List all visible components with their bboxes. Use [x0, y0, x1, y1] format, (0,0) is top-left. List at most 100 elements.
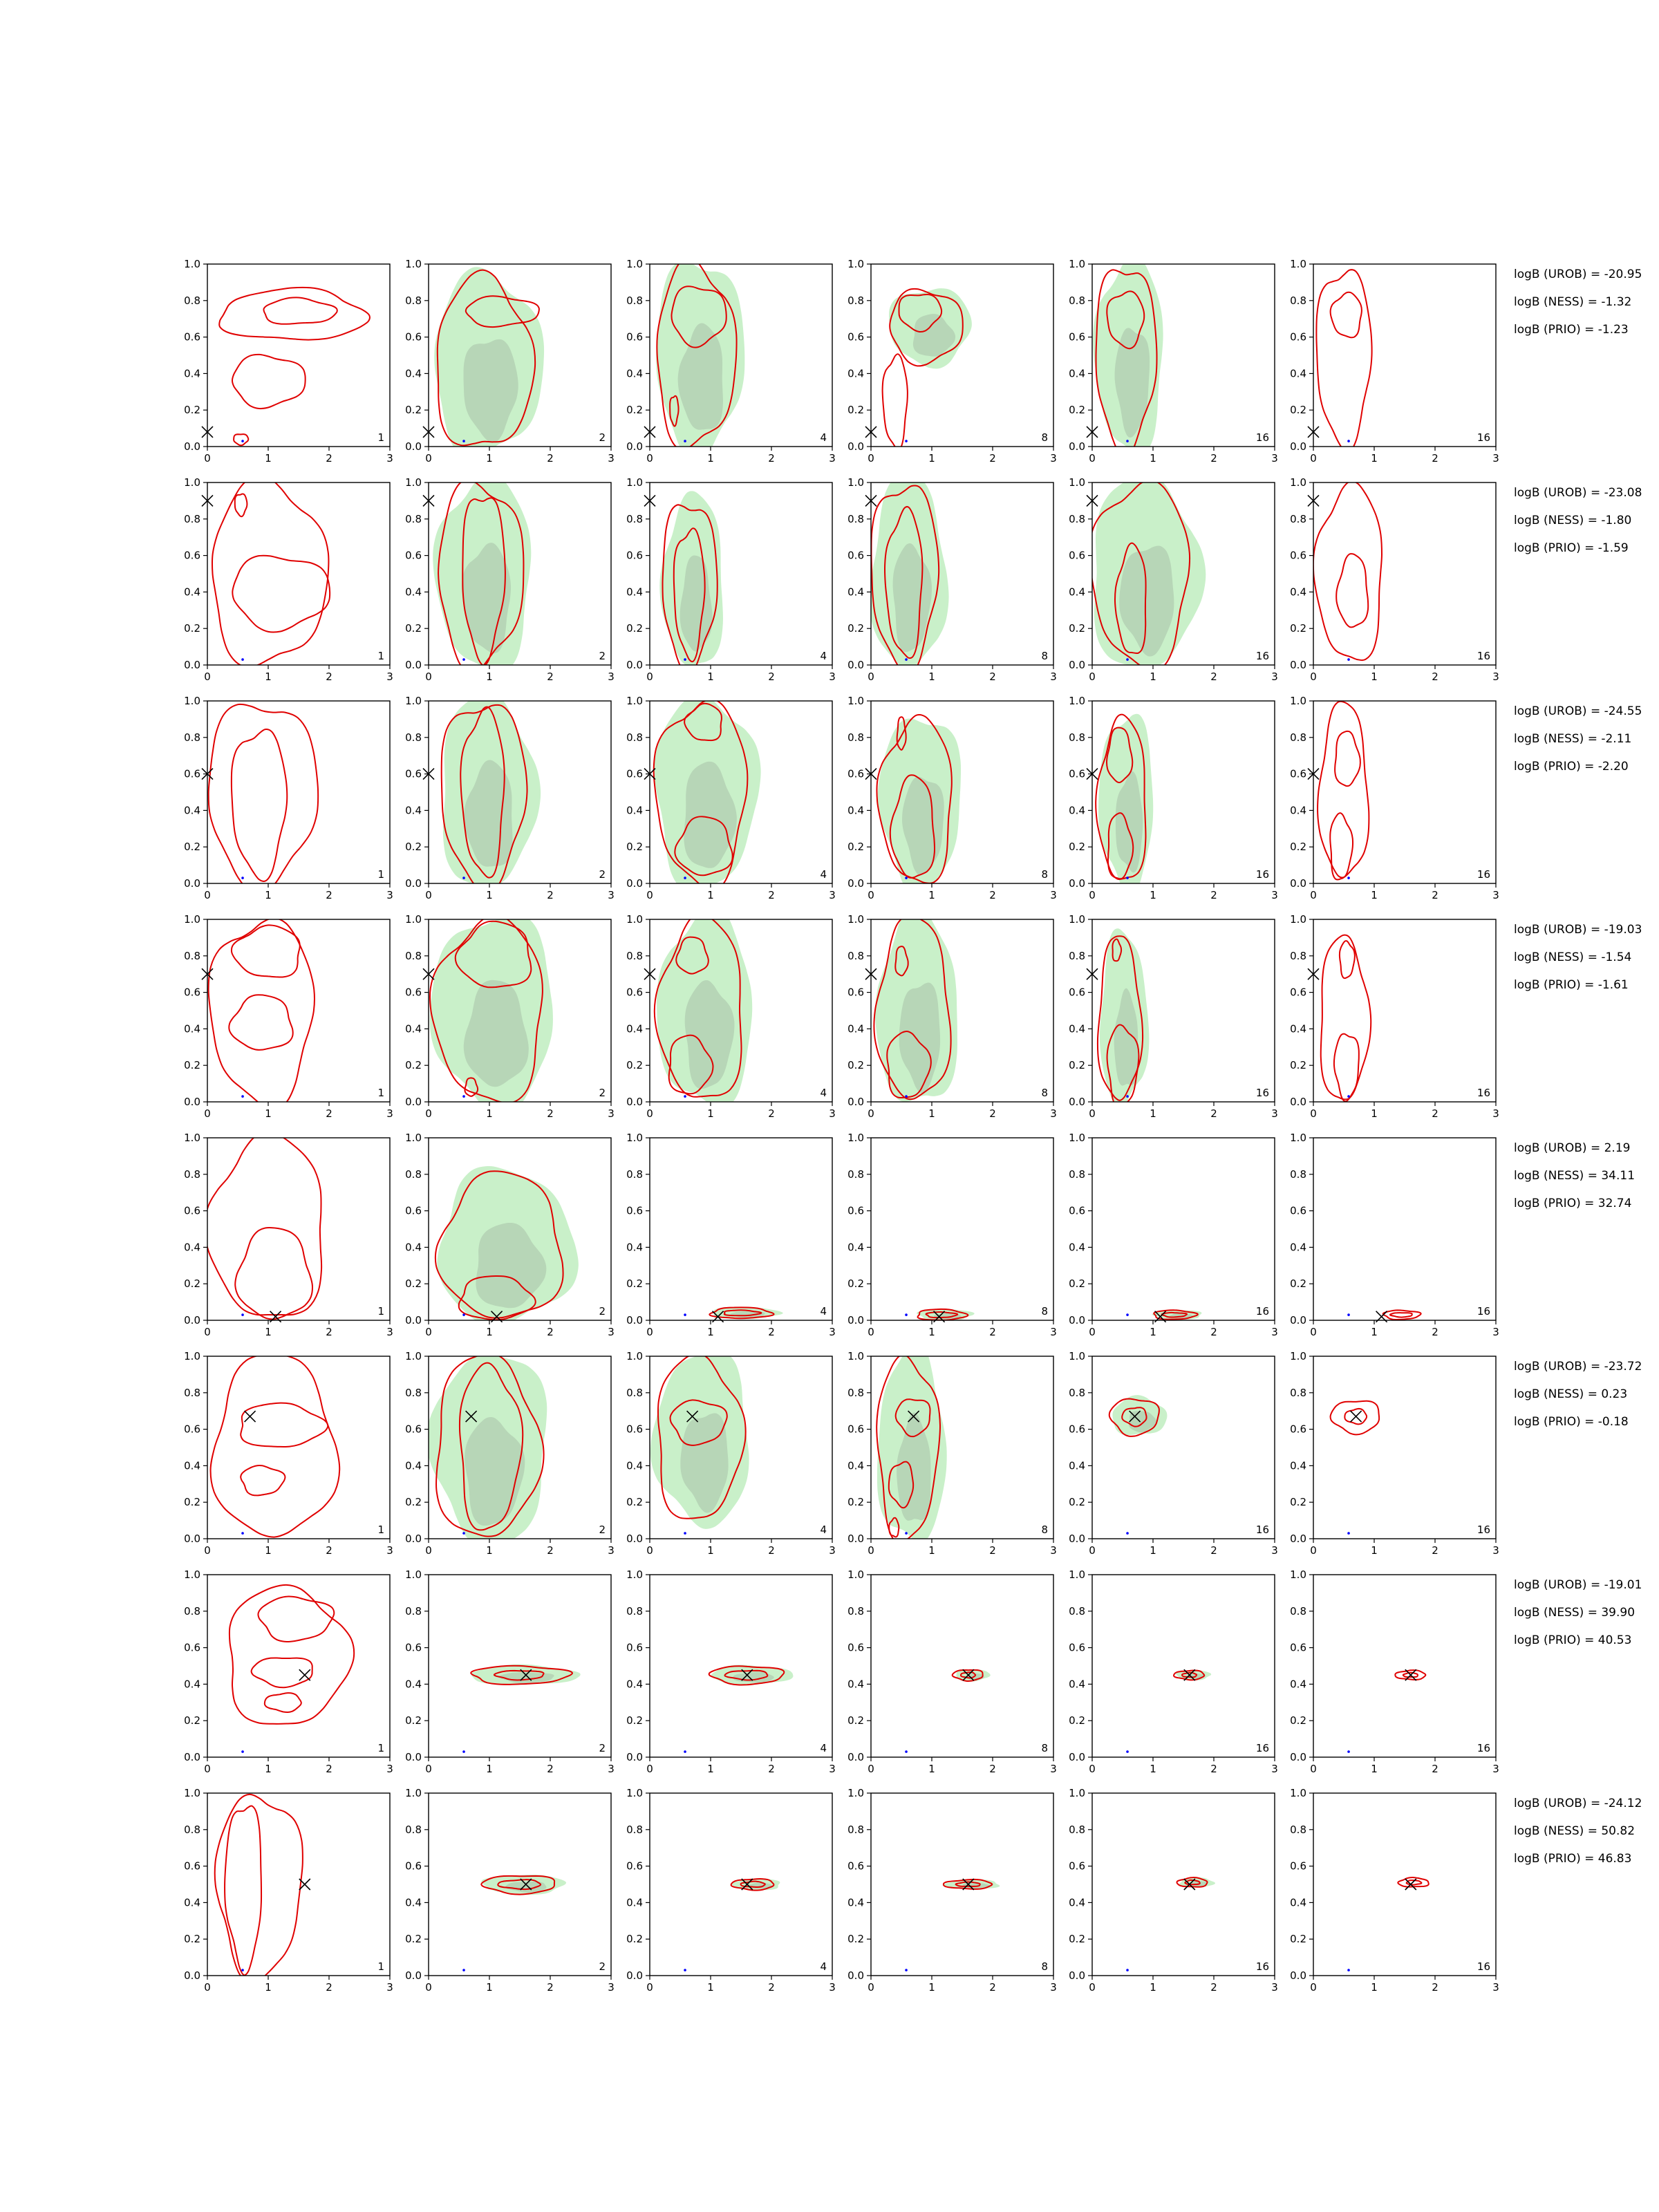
axes-frame: [1091, 482, 1275, 666]
x-tick-label: 0: [1089, 1107, 1096, 1120]
reference-dot: [1126, 1095, 1129, 1098]
x-tick-label: 1: [265, 889, 272, 901]
y-tick-label: 0.8: [184, 1824, 200, 1836]
panel-r3-c5: 0 1 2 3 0.0 0.2 0.4 0.6 0.8 1.0 16: [1069, 695, 1278, 901]
logb-annotation: logB (PRIO) = -1.23: [1514, 323, 1629, 337]
axes-frame: [428, 1137, 612, 1321]
y-tick-label: 0.0: [626, 1533, 643, 1545]
y-tick-label: 0.6: [1069, 1642, 1085, 1654]
x-tick-label: 2: [1210, 1326, 1217, 1338]
y-tick-label: 1.0: [405, 258, 422, 270]
y-tick-label: 1.0: [184, 476, 200, 489]
y-tick-label: 1.0: [405, 1132, 422, 1144]
contour-line: [1394, 1669, 1427, 1681]
logb-annotation: logB (UROB) = -24.12: [1514, 1797, 1642, 1810]
contour-line: [873, 919, 952, 1100]
y-tick-label: 0.0: [405, 659, 422, 671]
y-tick-label: 0.4: [184, 585, 200, 598]
panel-r7-c3: 0 1 2 3 0.0 0.2 0.4 0.6 0.8 1.0 4: [626, 1568, 836, 1775]
y-tick-label: 0.6: [847, 1642, 864, 1654]
y-tick-label: 1.0: [184, 258, 200, 270]
contour-line: [1105, 727, 1134, 784]
y-tick-label: 0.6: [1069, 1205, 1085, 1217]
panel-r6-c3: 0 1 2 3 0.0 0.2 0.4 0.6 0.8 1.0 4: [626, 1350, 836, 1557]
panel-plot-area: [1347, 1669, 1427, 1753]
x-tick-label: 0: [425, 1763, 432, 1775]
reference-dot: [684, 658, 686, 661]
panel-number-label: 8: [1041, 1305, 1048, 1318]
panel-r6-c6: 0 1 2 3 0.0 0.2 0.4 0.6 0.8 1.0 16: [1290, 1350, 1499, 1557]
x-tick-label: 0: [1310, 452, 1317, 465]
posterior-fill-inner: [912, 314, 956, 357]
x-tick-label: 2: [768, 1326, 775, 1338]
x-tick-label: 2: [989, 671, 996, 683]
contour-line: [1181, 1671, 1198, 1678]
reference-dot: [462, 1095, 465, 1098]
axes-frame: [428, 482, 612, 666]
x-tick-label: 2: [768, 452, 775, 465]
x-tick-label: 3: [386, 1107, 393, 1120]
x-tick-label: 0: [868, 671, 874, 683]
y-tick-label: 0.2: [1069, 1059, 1085, 1071]
reference-dot: [241, 877, 244, 879]
x-tick-label: 1: [928, 452, 935, 465]
y-tick-label: 0.8: [184, 731, 200, 744]
x-tick-label: 0: [646, 1544, 653, 1557]
panel-number-label: 8: [1041, 1524, 1048, 1536]
contour-line: [889, 774, 936, 879]
x-tick-label: 0: [425, 1107, 432, 1120]
panel-r5-c2: 0 1 2 30.00.20.40.60.81.02: [405, 1132, 615, 1338]
y-tick-label: 0.2: [1290, 1277, 1306, 1290]
x-tick-label: 0: [868, 1981, 874, 1994]
panel-plot-area: [1126, 1877, 1215, 1971]
x-tick-label: 0: [425, 452, 432, 465]
contour-line: [263, 1692, 302, 1714]
panel-number-label: 16: [1256, 1742, 1269, 1754]
y-tick-label: 1.0: [847, 695, 864, 707]
reference-dot: [1126, 1532, 1129, 1535]
y-tick-label: 0.4: [626, 804, 643, 816]
panel-r1-c3: 0 1 2 3 0.0 0.2 0.4 0.6 0.8 1.0 4: [626, 258, 836, 465]
truth-marker: [1129, 1410, 1141, 1423]
x-tick-label: 1: [928, 671, 935, 683]
axes-frame: [870, 700, 1054, 884]
y-tick-label: 0.2: [626, 1933, 643, 1945]
x-tick-label: 0: [204, 1981, 211, 1994]
y-tick-label: 0.6: [1290, 1423, 1306, 1436]
y-tick-label: 0.0: [405, 1533, 422, 1545]
axes-frame: [207, 700, 391, 884]
y-tick-label: 0.8: [405, 731, 422, 744]
x-tick-label: 1: [1371, 889, 1378, 901]
y-tick-label: 0.0: [1069, 1969, 1085, 1982]
y-tick-label: 1.0: [847, 913, 864, 926]
y-tick-label: 0.8: [626, 1824, 643, 1836]
panel-plot-area: [876, 713, 962, 883]
reference-dot: [462, 1532, 465, 1535]
contour-line: [211, 482, 330, 665]
x-tick-label: 1: [928, 1544, 935, 1557]
panel-plot-area: [1126, 1309, 1202, 1320]
panel-plot-area: [659, 491, 723, 665]
x-tick-label: 3: [829, 671, 836, 683]
x-tick-label: 3: [829, 1544, 836, 1557]
y-tick-label: 0.0: [1290, 1314, 1306, 1327]
x-tick-label: 1: [265, 1544, 272, 1557]
row-3: 0 1 2 30.00.20.40.60.81.010 1 2 30.00.20.40.60…: [184, 695, 1642, 901]
contour-line: [218, 286, 371, 341]
contour-line: [894, 1398, 931, 1438]
y-tick-label: 0.2: [847, 1496, 864, 1508]
panel-r2-c6: 0 1 2 3 0.0 0.2 0.4 0.6 0.8 1.0 16: [1290, 476, 1499, 683]
x-tick-label: 0: [646, 452, 653, 465]
y-tick-label: 0.6: [1290, 1205, 1306, 1217]
y-tick-label: 0.2: [1069, 1933, 1085, 1945]
axes-frame: [649, 263, 833, 447]
panel-number-label: 16: [1256, 1305, 1269, 1318]
contour-line: [886, 1031, 932, 1099]
reference-dot: [905, 658, 908, 661]
panel-r1-c1: 0 1 2 3 0.0 0.2 0.4 0.6 0.8 1.0 1: [184, 258, 393, 465]
contour-line: [889, 288, 964, 367]
y-tick-label: 0.6: [405, 331, 422, 344]
x-tick-label: 2: [768, 1763, 775, 1775]
y-tick-label: 0.4: [847, 1241, 864, 1253]
x-tick-label: 2: [768, 889, 775, 901]
